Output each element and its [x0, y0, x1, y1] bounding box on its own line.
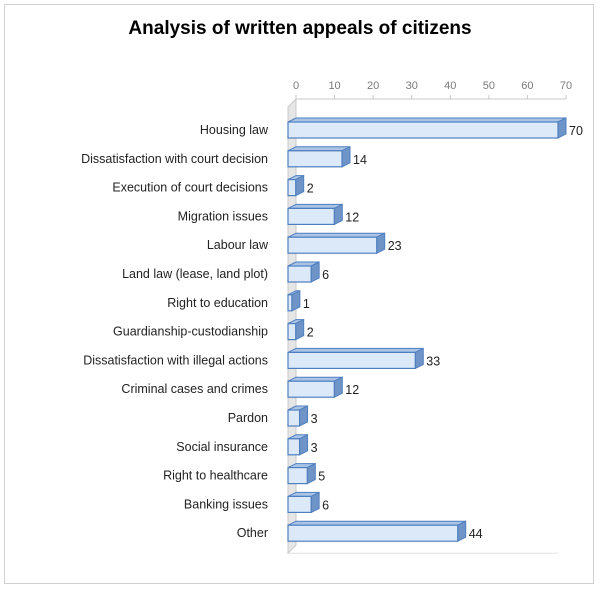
category-label: Social insurance — [176, 440, 268, 454]
bar-side-face — [457, 520, 467, 543]
category-label: Labour law — [207, 238, 269, 252]
data-label: 33 — [426, 354, 440, 368]
x-tick-label: 70 — [560, 80, 572, 92]
bar — [287, 265, 312, 283]
data-label: 12 — [345, 383, 359, 397]
data-label: 12 — [345, 210, 359, 224]
bar-side-face — [291, 289, 301, 312]
category-label: Dissatisfaction with court decision — [81, 152, 268, 166]
bar-side-face — [376, 232, 386, 255]
bar-top-face — [287, 376, 343, 382]
category-label: Land law (lease, land plot) — [122, 267, 268, 281]
data-label: 6 — [322, 268, 329, 282]
x-tick-label: 10 — [328, 80, 340, 92]
bar-side-face — [299, 433, 309, 456]
data-label: 14 — [353, 153, 367, 167]
bar — [287, 409, 301, 427]
bar — [287, 207, 335, 225]
category-label: Housing law — [200, 123, 269, 137]
bar — [287, 438, 301, 456]
x-tick-label: 60 — [521, 80, 533, 92]
x-tick-label: 0 — [293, 80, 299, 92]
category-label: Criminal cases and crimes — [121, 382, 268, 396]
category-label: Right to healthcare — [163, 469, 268, 483]
category-label: Right to education — [167, 296, 268, 310]
bar — [287, 150, 343, 168]
bar — [287, 179, 297, 197]
data-label: 70 — [569, 124, 583, 138]
category-label: Guardianship-custodianship — [113, 325, 268, 339]
category-label: Execution of court decisions — [112, 181, 268, 195]
x-tick-label: 40 — [444, 80, 456, 92]
data-label: 3 — [311, 441, 318, 455]
bar — [287, 467, 308, 485]
bar-side-face — [310, 491, 320, 514]
bar — [287, 495, 312, 513]
category-label: Other — [237, 526, 268, 540]
bar-side-face — [310, 261, 320, 283]
data-label: 1 — [303, 297, 310, 311]
bar-top-face — [287, 203, 343, 209]
bar-side-face — [295, 174, 305, 197]
category-label: Dissatisfaction with illegal actions — [83, 353, 268, 367]
x-tick-label: 50 — [483, 80, 495, 92]
bar-top-face — [287, 347, 424, 353]
x-tick-label: 30 — [406, 80, 418, 92]
bar-side-face — [557, 117, 567, 139]
data-label: 2 — [307, 182, 314, 196]
bar — [287, 236, 378, 254]
data-label: 2 — [307, 326, 314, 340]
category-label: Banking issues — [184, 497, 268, 511]
data-label: 23 — [388, 239, 402, 253]
bar — [287, 294, 293, 312]
bar-side-face — [299, 405, 309, 427]
category-label: Migration issues — [178, 209, 268, 223]
bar-side-face — [333, 203, 343, 226]
chart-title: Analysis of written appeals of citizens — [128, 18, 472, 39]
bar-side-face — [333, 376, 343, 399]
data-label: 6 — [322, 498, 329, 512]
data-label: 5 — [318, 470, 325, 484]
bar-side-face — [414, 347, 424, 370]
bar-top-face — [287, 146, 351, 152]
category-label: Pardon — [228, 411, 268, 425]
bar-side-face — [295, 318, 305, 341]
bar-side-face — [341, 145, 351, 168]
bar-top-face — [287, 232, 385, 238]
bar — [287, 351, 416, 369]
bar-side-face — [306, 462, 316, 485]
x-tick-label: 20 — [367, 80, 379, 92]
data-label: 3 — [311, 412, 318, 426]
bar — [287, 380, 335, 398]
data-label: 44 — [469, 527, 483, 541]
bar — [287, 121, 559, 139]
bar — [287, 524, 459, 542]
bar — [287, 323, 297, 341]
